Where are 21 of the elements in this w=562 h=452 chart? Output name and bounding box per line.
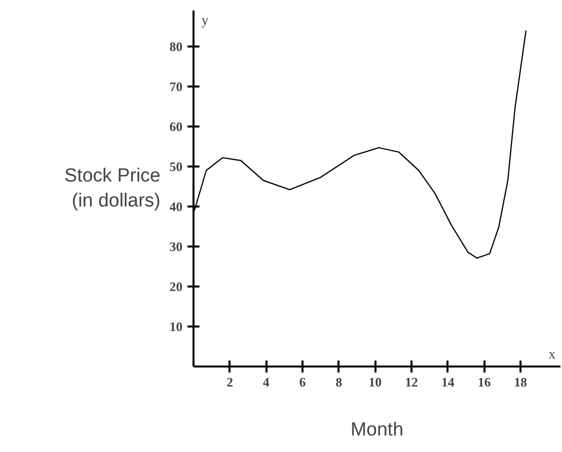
y-axis-title: Stock Price (in dollars) <box>64 165 161 212</box>
y-tick-label: 30 <box>170 239 182 254</box>
x-tick-label: 16 <box>478 374 492 390</box>
y-tick-label: 10 <box>170 319 182 334</box>
x-tick-label: 2 <box>226 374 234 390</box>
x-tick-label: 4 <box>262 374 270 390</box>
y-tick-label: 60 <box>170 119 182 134</box>
x-tick-label: 12 <box>405 374 418 390</box>
y-tick-label: 40 <box>170 199 182 214</box>
y-tick-label: 20 <box>170 279 182 294</box>
y-tick-label: 70 <box>170 79 182 94</box>
x-tick-label: 6 <box>299 374 306 390</box>
x-tick-label: 10 <box>368 374 382 390</box>
y-tick-label: 50 <box>170 159 182 174</box>
x-tick-label: 14 <box>441 374 455 390</box>
y-tick-label: 80 <box>170 39 182 54</box>
annotation: x <box>548 348 556 362</box>
x-tick-label: 8 <box>336 374 343 390</box>
x-tick-label: 18 <box>514 374 528 390</box>
annotation: y <box>202 14 208 28</box>
x-axis-title: Month <box>350 420 404 440</box>
